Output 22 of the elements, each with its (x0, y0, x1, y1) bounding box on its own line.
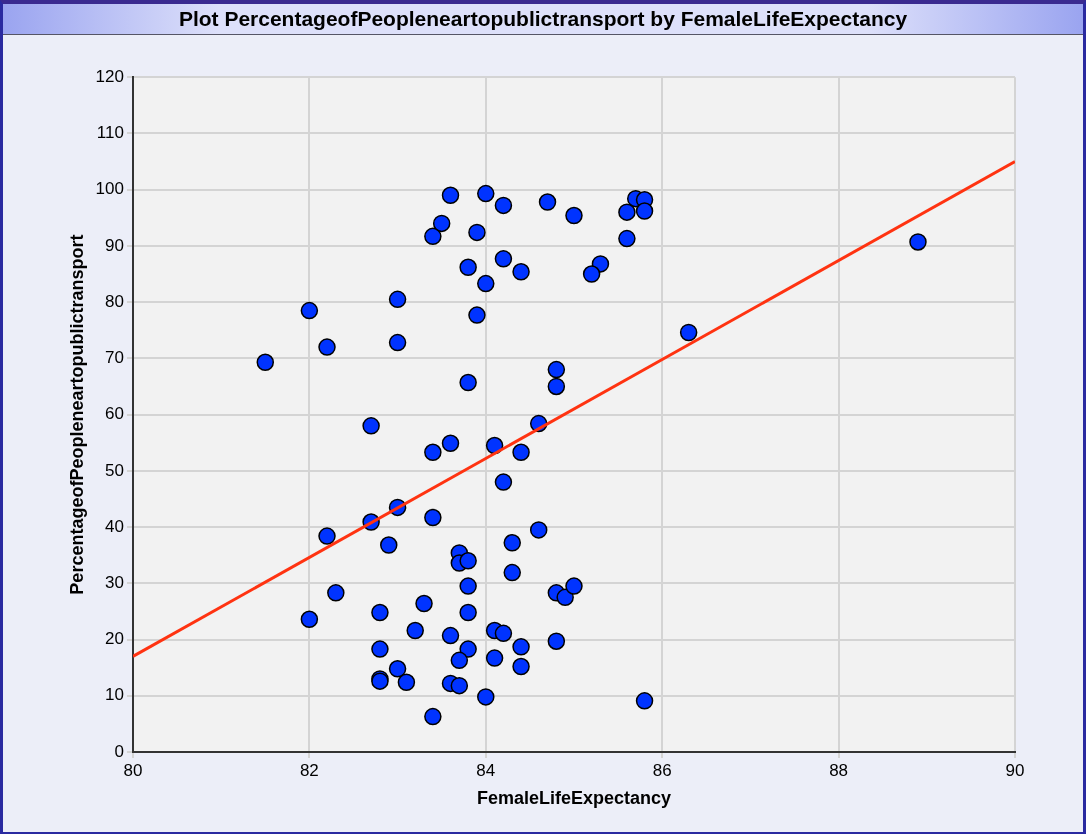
x-tick-label: 80 (123, 760, 143, 780)
y-axis-title: PercentageofPeopleneartopublictransport (66, 234, 87, 595)
y-tick-label: 60 (105, 404, 124, 424)
x-tick-label: 86 (652, 760, 672, 780)
x-axis-title: FemaleLifeExpectancy (476, 788, 672, 809)
y-tick-label: 80 (105, 291, 124, 311)
x-tick-label: 84 (476, 760, 496, 780)
x-tick-label: 82 (299, 760, 319, 780)
y-tick-label: 20 (105, 629, 124, 649)
y-tick-label: 0 (114, 741, 124, 761)
y-tick-label: 70 (105, 348, 124, 368)
y-tick-label: 40 (105, 516, 124, 536)
chart-title: Plot PercentageofPeopleneartopublictransport by FemaleLifeExpectancy (3, 4, 1083, 35)
x-tick-label: 88 (829, 760, 849, 780)
y-tick-label: 50 (105, 460, 124, 480)
y-tick-label: 10 (105, 685, 124, 705)
y-tick-label: 110 (96, 123, 124, 143)
y-tick-label: 100 (95, 179, 124, 199)
y-tick-label: 120 (95, 66, 124, 86)
y-tick-label: 90 (105, 235, 124, 255)
x-tick-label: 90 (1005, 760, 1025, 780)
y-tick-label: 30 (105, 572, 124, 592)
